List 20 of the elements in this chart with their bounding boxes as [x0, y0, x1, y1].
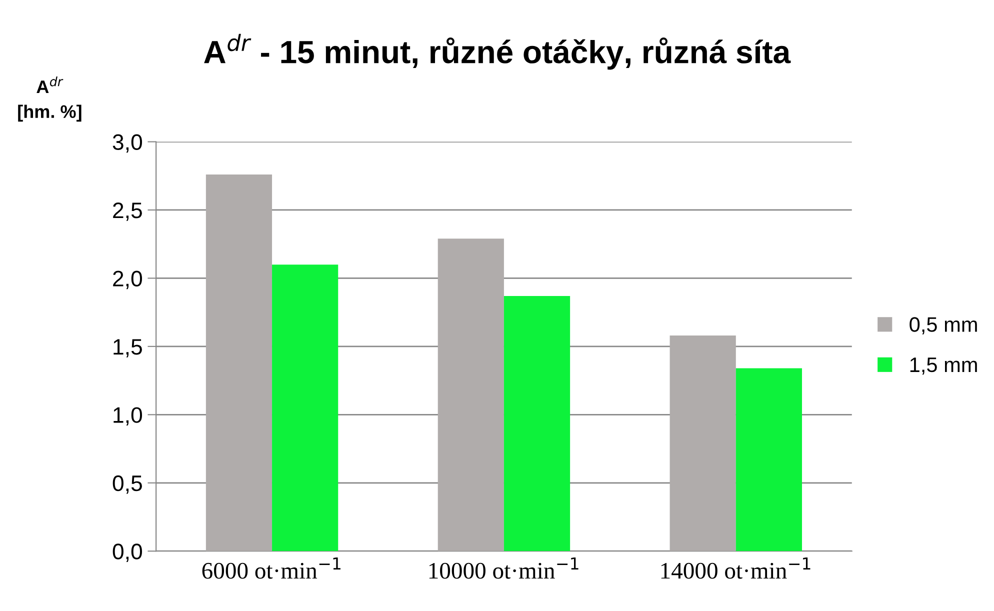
y-tick-label: 1,5 [114, 339, 142, 358]
x-tick-label: 14000 ot·min$^{−1}$ [661, 557, 810, 579]
bar [206, 174, 272, 552]
legend-label: 1,5 mm [910, 358, 977, 375]
y-tick-label: 0,0 [112, 544, 142, 562]
bar [504, 296, 570, 552]
y-tick-label: 1,0 [114, 407, 142, 426]
bar [670, 336, 736, 552]
bar [736, 368, 802, 552]
y-tick-label: 3,0 [112, 134, 142, 153]
text: A$^{dr}$ [hm. %] [18, 76, 82, 122]
bar [272, 264, 338, 552]
legend-label: 0,5 mm [910, 317, 977, 334]
x-tick-label: 10000 ot·min$^{−1}$ [429, 557, 578, 579]
x-tick-label: 6000 ot·min$^{−1}$ [202, 557, 340, 579]
y-tick-label: 2,5 [113, 202, 142, 221]
y-tick-label: 2,0 [113, 270, 142, 290]
bar [438, 238, 504, 552]
y-tick-label: 0,5 [112, 475, 142, 494]
chart-title: A$^{dr}$ - 15 minut, různé otáčky, různá síta [204, 34, 791, 70]
